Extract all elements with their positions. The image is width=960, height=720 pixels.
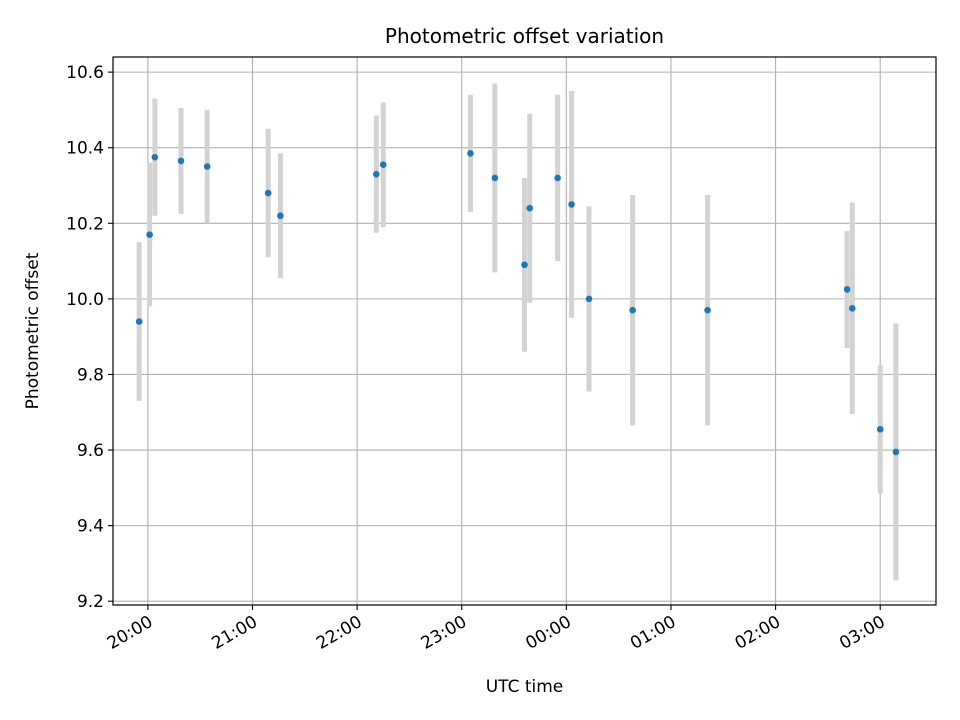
plot-frame — [112, 56, 937, 606]
y-axis-label: Photometric offset — [23, 252, 43, 409]
data-points — [135, 150, 900, 456]
data-point — [177, 157, 185, 165]
y-tick-label: 9.6 — [77, 441, 104, 461]
data-point — [372, 170, 380, 178]
y-tick-label: 10.0 — [66, 290, 104, 310]
data-point — [203, 163, 211, 170]
data-point — [467, 150, 474, 157]
x-axis-label: UTC time — [486, 677, 564, 697]
data-point — [585, 295, 593, 303]
grid — [113, 57, 936, 605]
data-point — [146, 231, 153, 238]
y-tick-label: 9.4 — [77, 517, 104, 537]
y-tick-label: 9.8 — [77, 365, 104, 385]
y-tick-label: 9.2 — [77, 592, 104, 612]
data-point — [568, 201, 575, 208]
data-point — [892, 448, 900, 456]
data-point — [704, 306, 711, 314]
y-tick-label: 10.6 — [66, 63, 104, 83]
data-point — [135, 318, 143, 325]
data-point — [629, 306, 636, 314]
data-point — [491, 174, 499, 182]
y-tick-label: 10.4 — [66, 139, 104, 159]
y-tick-label: 10.2 — [66, 214, 104, 234]
data-point — [526, 204, 534, 212]
data-point — [876, 425, 884, 433]
data-point — [277, 212, 284, 220]
data-point — [151, 153, 159, 161]
data-point — [554, 174, 561, 182]
chart-title: Photometric offset variation — [385, 24, 664, 48]
data-point — [379, 161, 387, 169]
data-point — [849, 305, 856, 312]
data-point — [264, 189, 272, 197]
data-point — [843, 286, 851, 293]
data-point — [521, 261, 528, 269]
